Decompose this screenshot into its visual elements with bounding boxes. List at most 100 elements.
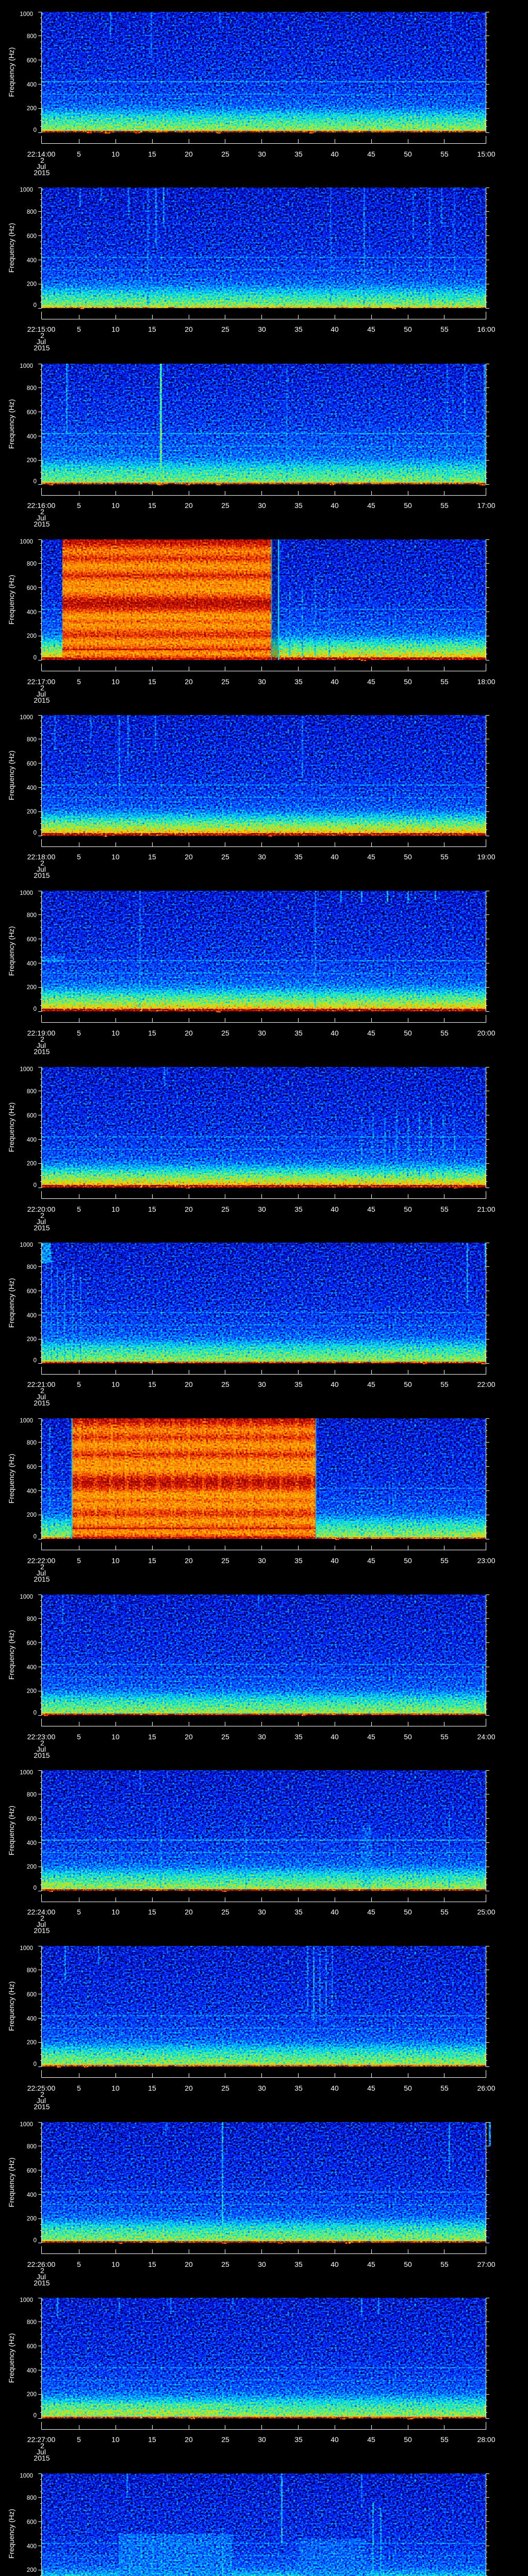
svg-text:30: 30 bbox=[258, 1908, 266, 1916]
svg-text:45: 45 bbox=[367, 150, 375, 158]
svg-text:2: 2 bbox=[40, 2442, 44, 2450]
svg-text:20: 20 bbox=[185, 1556, 193, 1565]
svg-text:10: 10 bbox=[111, 1556, 120, 1565]
svg-text:20: 20 bbox=[185, 501, 193, 510]
svg-text:Jul: Jul bbox=[37, 865, 46, 873]
svg-text:2015: 2015 bbox=[34, 2279, 50, 2287]
svg-text:30: 30 bbox=[258, 325, 266, 333]
svg-text:20: 20 bbox=[185, 2260, 193, 2268]
svg-text:5: 5 bbox=[77, 150, 81, 158]
svg-text:0: 0 bbox=[34, 830, 37, 836]
svg-text:25: 25 bbox=[221, 501, 229, 510]
svg-text:25: 25 bbox=[221, 677, 229, 686]
svg-text:40: 40 bbox=[331, 1908, 339, 1916]
svg-text:600: 600 bbox=[27, 233, 37, 240]
svg-text:2015: 2015 bbox=[34, 1575, 50, 1583]
svg-text:15: 15 bbox=[148, 325, 156, 333]
svg-text:400: 400 bbox=[27, 2016, 37, 2022]
svg-text:2015: 2015 bbox=[34, 1047, 50, 1056]
svg-text:2015: 2015 bbox=[34, 344, 50, 352]
svg-text:55: 55 bbox=[440, 2435, 449, 2444]
svg-text:55: 55 bbox=[440, 1380, 449, 1388]
svg-text:15: 15 bbox=[148, 2084, 156, 2092]
svg-text:35: 35 bbox=[294, 2084, 303, 2092]
svg-text:10: 10 bbox=[111, 1029, 120, 1037]
svg-text:15: 15 bbox=[148, 1556, 156, 1565]
svg-text:400: 400 bbox=[27, 785, 37, 791]
svg-text:5: 5 bbox=[77, 325, 81, 333]
svg-text:0: 0 bbox=[34, 1182, 37, 1189]
svg-text:22:22:00: 22:22:00 bbox=[27, 1556, 56, 1565]
svg-text:Frequency (Hz): Frequency (Hz) bbox=[7, 1278, 15, 1328]
svg-text:15:00: 15:00 bbox=[477, 150, 495, 158]
svg-text:2015: 2015 bbox=[34, 871, 50, 879]
svg-text:20: 20 bbox=[185, 853, 193, 861]
svg-text:Frequency (Hz): Frequency (Hz) bbox=[7, 751, 15, 800]
svg-text:45: 45 bbox=[367, 2084, 375, 2092]
svg-text:2015: 2015 bbox=[34, 696, 50, 704]
svg-text:200: 200 bbox=[27, 2040, 37, 2046]
svg-text:2015: 2015 bbox=[34, 1224, 50, 1232]
svg-text:5: 5 bbox=[77, 1380, 81, 1388]
svg-text:55: 55 bbox=[440, 325, 449, 333]
svg-text:0: 0 bbox=[34, 1534, 37, 1540]
svg-text:2015: 2015 bbox=[34, 168, 50, 177]
svg-text:40: 40 bbox=[331, 150, 339, 158]
svg-text:10: 10 bbox=[111, 853, 120, 861]
svg-text:400: 400 bbox=[27, 2192, 37, 2198]
svg-text:55: 55 bbox=[440, 1908, 449, 1916]
svg-text:1000: 1000 bbox=[20, 1945, 33, 1952]
svg-text:15: 15 bbox=[148, 1205, 156, 1213]
svg-text:25: 25 bbox=[221, 1029, 229, 1037]
svg-text:25: 25 bbox=[221, 2435, 229, 2444]
svg-text:600: 600 bbox=[27, 937, 37, 943]
svg-text:15: 15 bbox=[148, 853, 156, 861]
svg-text:30: 30 bbox=[258, 1205, 266, 1213]
svg-text:35: 35 bbox=[294, 1733, 303, 1741]
svg-text:5: 5 bbox=[77, 1029, 81, 1037]
svg-text:40: 40 bbox=[331, 501, 339, 510]
svg-text:1000: 1000 bbox=[20, 1594, 33, 1600]
svg-text:600: 600 bbox=[27, 58, 37, 64]
svg-text:600: 600 bbox=[27, 1464, 37, 1470]
svg-text:55: 55 bbox=[440, 1556, 449, 1565]
svg-text:30: 30 bbox=[258, 1380, 266, 1388]
svg-text:600: 600 bbox=[27, 585, 37, 591]
svg-text:35: 35 bbox=[294, 1556, 303, 1565]
svg-text:22:26:00: 22:26:00 bbox=[27, 2260, 56, 2268]
svg-text:800: 800 bbox=[27, 209, 37, 215]
svg-text:45: 45 bbox=[367, 1556, 375, 1565]
svg-text:22:18:00: 22:18:00 bbox=[27, 853, 56, 861]
svg-text:20: 20 bbox=[185, 677, 193, 686]
svg-text:22:17:00: 22:17:00 bbox=[27, 677, 56, 686]
svg-text:35: 35 bbox=[294, 2260, 303, 2268]
svg-text:2: 2 bbox=[40, 1211, 44, 1219]
svg-text:0: 0 bbox=[34, 2238, 37, 2244]
svg-text:800: 800 bbox=[27, 2319, 37, 2326]
svg-text:50: 50 bbox=[404, 2084, 412, 2092]
svg-text:2: 2 bbox=[40, 684, 44, 692]
svg-text:5: 5 bbox=[77, 1556, 81, 1565]
svg-text:600: 600 bbox=[27, 1113, 37, 1119]
svg-text:45: 45 bbox=[367, 501, 375, 510]
svg-text:200: 200 bbox=[27, 281, 37, 287]
svg-text:25: 25 bbox=[221, 1733, 229, 1741]
svg-text:40: 40 bbox=[331, 2435, 339, 2444]
svg-text:45: 45 bbox=[367, 2435, 375, 2444]
svg-text:0: 0 bbox=[34, 1006, 37, 1012]
svg-text:35: 35 bbox=[294, 1908, 303, 1916]
svg-text:400: 400 bbox=[27, 1665, 37, 1671]
svg-text:200: 200 bbox=[27, 2216, 37, 2222]
svg-text:2015: 2015 bbox=[34, 520, 50, 528]
svg-text:50: 50 bbox=[404, 150, 412, 158]
svg-text:Jul: Jul bbox=[37, 2273, 46, 2281]
svg-text:0: 0 bbox=[34, 2061, 37, 2067]
svg-text:55: 55 bbox=[440, 677, 449, 686]
svg-text:25: 25 bbox=[221, 1380, 229, 1388]
svg-text:600: 600 bbox=[27, 1289, 37, 1295]
svg-text:15: 15 bbox=[148, 1380, 156, 1388]
svg-text:200: 200 bbox=[27, 1688, 37, 1694]
svg-text:10: 10 bbox=[111, 2260, 120, 2268]
svg-text:30: 30 bbox=[258, 2084, 266, 2092]
svg-text:200: 200 bbox=[27, 633, 37, 639]
